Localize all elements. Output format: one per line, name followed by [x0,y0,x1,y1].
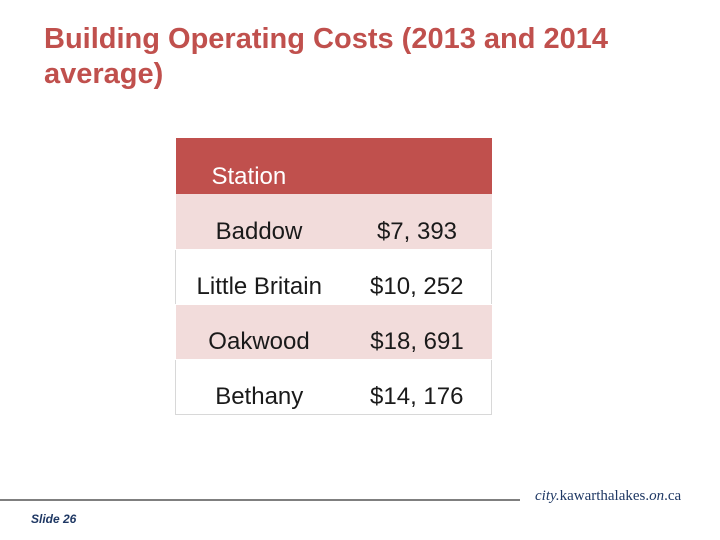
table-row: Oakwood $18, 691 [175,304,492,360]
station-cost: $10, 252 [342,249,492,305]
site-main: kawarthalakes. [559,488,650,504]
site-suffix: .ca [664,488,682,504]
station-cost: $14, 176 [342,359,492,415]
station-name: Oakwood [175,304,343,360]
website-url: city.kawarthalakes.on.ca [535,488,681,505]
station-cost: $7, 393 [342,194,492,250]
station-cost: $18, 691 [342,304,492,360]
table-row: Little Britain $10, 252 [175,249,492,305]
slide-title: Building Operating Costs (2013 and 2014 … [44,23,609,90]
header-station: Station [175,138,343,194]
site-prefix: city. [535,488,560,504]
operating-costs-table: Station Baddow $7, 393 Little Britain $1… [175,138,492,415]
footer-divider [0,499,520,501]
station-name: Bethany [175,359,343,415]
table-row: Bethany $14, 176 [175,359,492,415]
header-cost [342,138,492,194]
station-name: Little Britain [175,249,343,305]
site-mid: on [649,488,665,504]
station-name: Baddow [175,194,343,250]
table-row: Baddow $7, 393 [175,194,492,250]
slide-number: Slide 26 [31,512,77,526]
table-header-row: Station [175,138,492,194]
